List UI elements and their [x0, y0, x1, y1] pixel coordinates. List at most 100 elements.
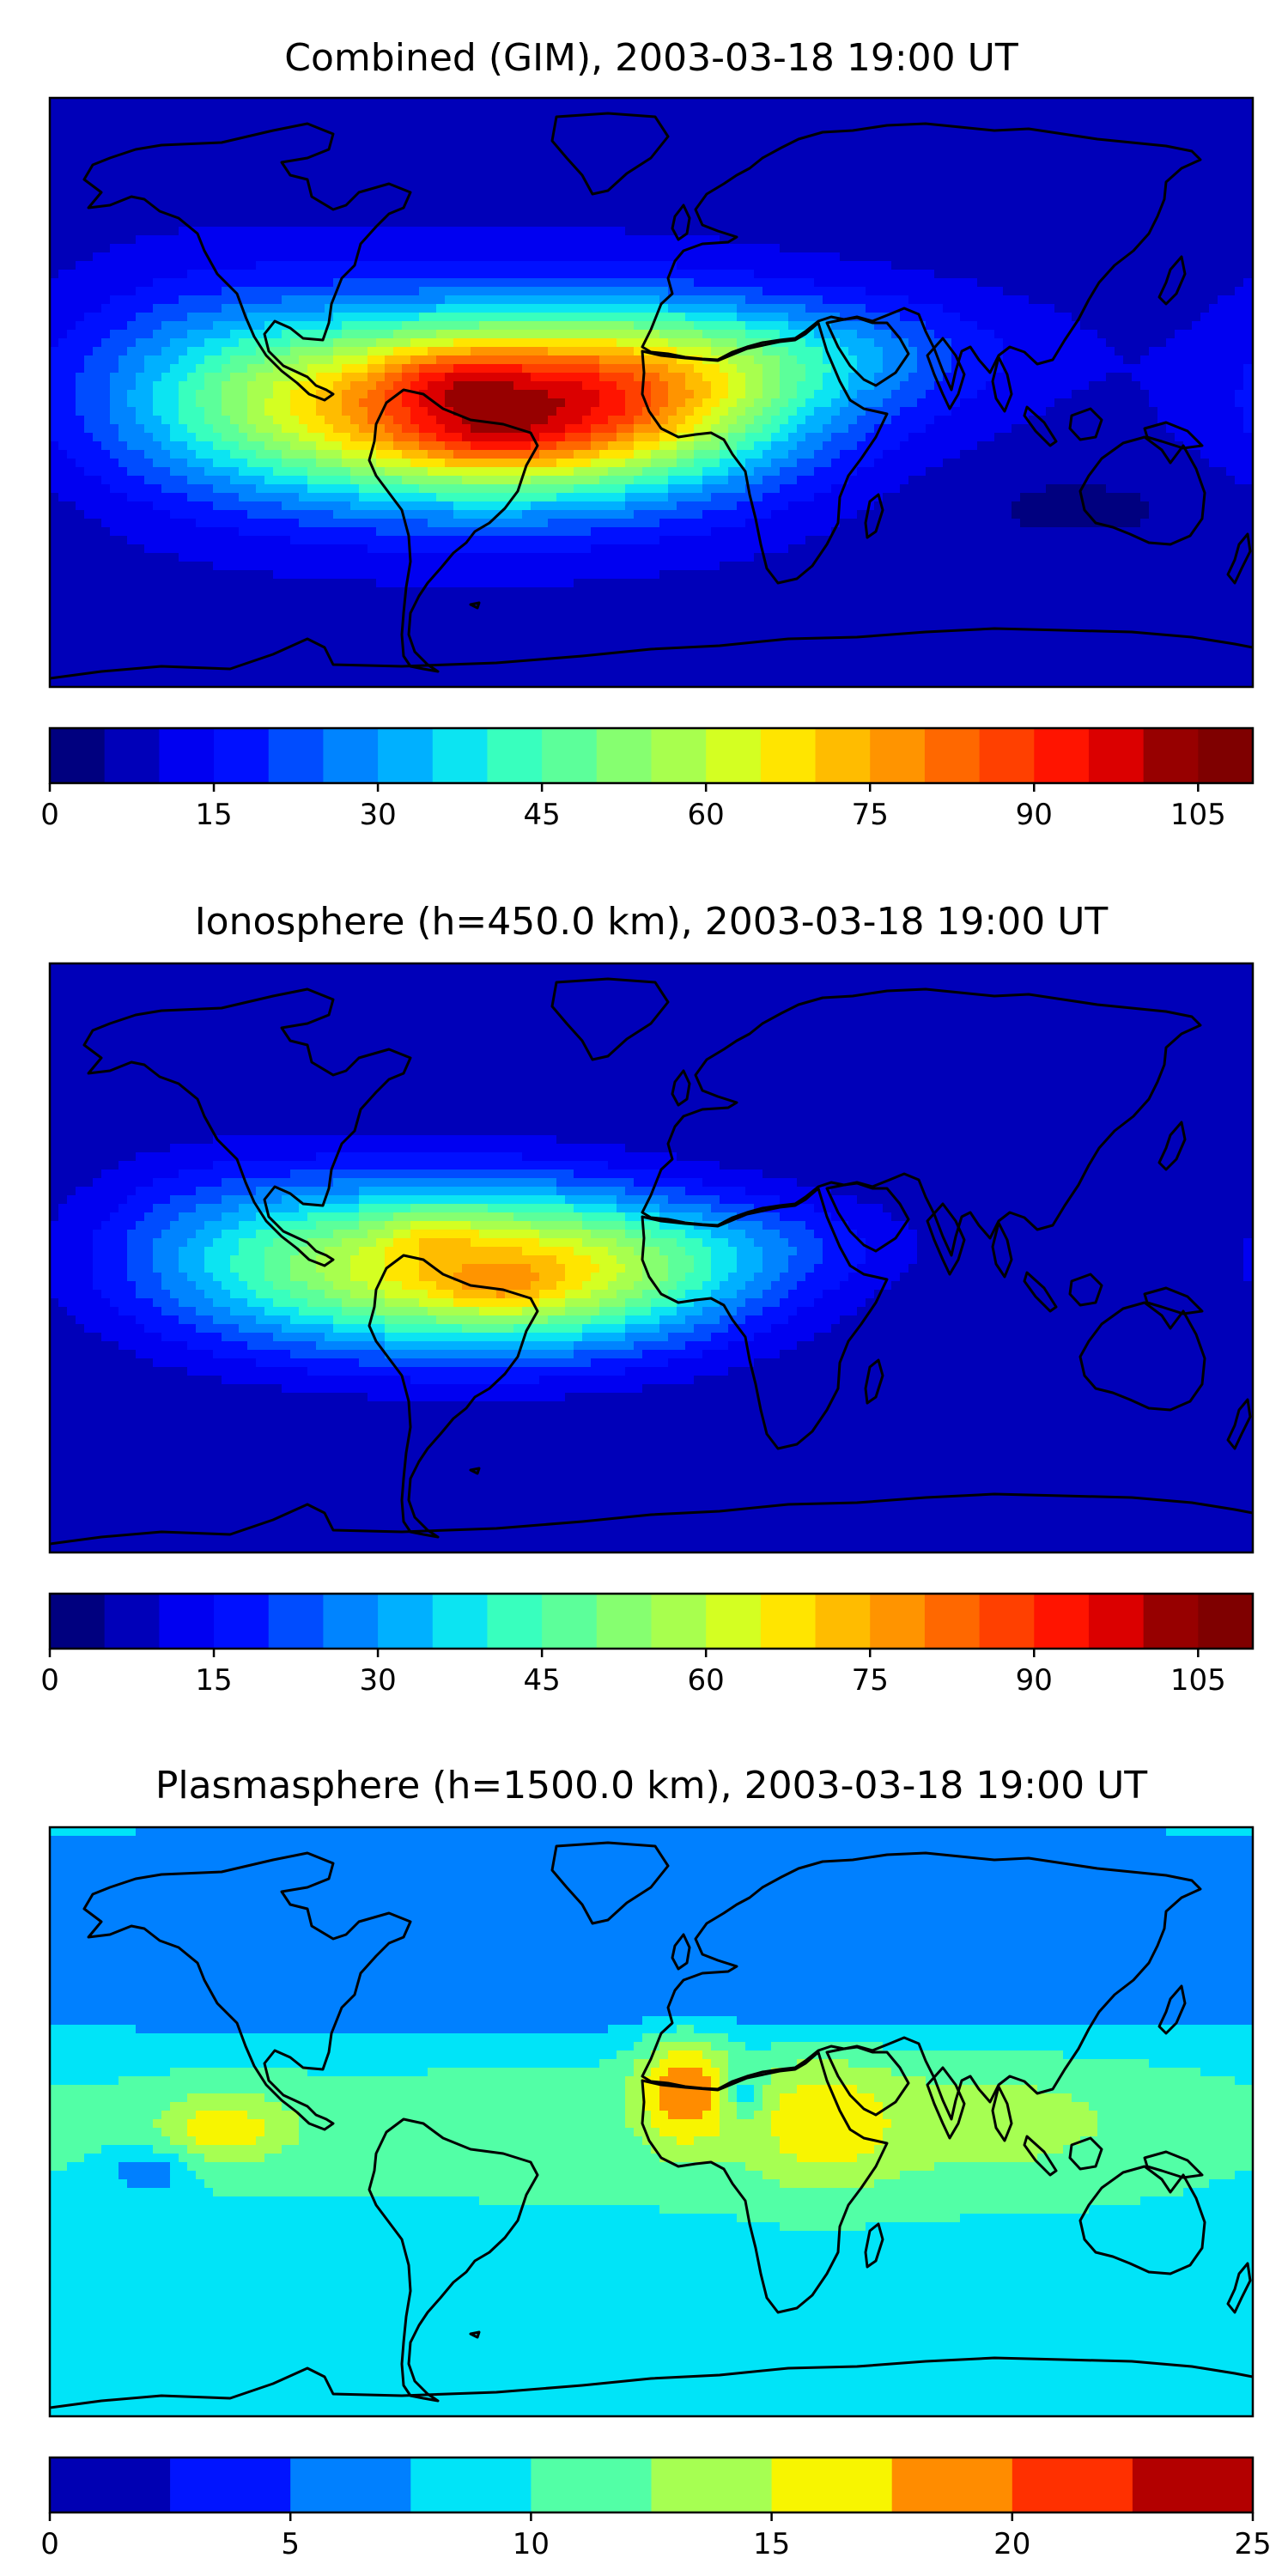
field-cell	[677, 175, 686, 185]
field-cell	[402, 192, 411, 202]
field-cell	[866, 227, 875, 236]
field-cell	[1218, 167, 1227, 176]
field-cell	[479, 304, 489, 313]
field-cell	[170, 149, 179, 159]
field-cell	[522, 158, 532, 167]
field-cell	[1209, 295, 1218, 305]
field-cell	[702, 330, 712, 339]
field-cell	[1063, 106, 1072, 116]
field-cell	[179, 98, 188, 107]
field-cell	[745, 106, 755, 116]
field-cell	[316, 227, 325, 236]
field-cell	[531, 355, 540, 365]
field-cell	[93, 278, 102, 288]
field-cell	[170, 184, 179, 193]
field-cell	[385, 330, 394, 339]
field-cell	[848, 227, 858, 236]
field-cell	[222, 321, 231, 331]
field-cell	[917, 330, 927, 339]
field-cell	[496, 98, 506, 107]
field-cell	[651, 355, 660, 365]
field-cell	[574, 381, 583, 391]
field-cell	[376, 235, 386, 245]
field-cell	[136, 98, 145, 107]
field-cell	[539, 330, 549, 339]
field-cell	[393, 149, 403, 159]
field-cell	[110, 132, 119, 142]
field-cell	[342, 132, 351, 142]
field-cell	[445, 364, 454, 374]
field-cell	[1226, 287, 1236, 296]
field-cell	[531, 115, 540, 125]
field-cell	[204, 227, 214, 236]
field-cell	[788, 235, 798, 245]
field-cell	[230, 227, 240, 236]
field-cell	[50, 192, 59, 202]
field-cell	[76, 184, 85, 193]
field-cell	[1226, 390, 1236, 399]
field-cell	[977, 158, 987, 167]
field-cell	[737, 132, 746, 142]
field-cell	[436, 141, 446, 150]
field-cell	[694, 218, 703, 228]
field-cell	[720, 158, 729, 167]
field-cell	[694, 175, 703, 185]
field-cell	[67, 381, 76, 391]
field-cell	[1020, 98, 1030, 107]
field-cell	[101, 381, 111, 391]
field-cell	[1192, 381, 1201, 391]
field-cell	[316, 141, 325, 150]
field-cell	[565, 278, 574, 288]
field-cell	[290, 330, 300, 339]
field-cell	[642, 364, 652, 374]
field-cell	[282, 201, 291, 210]
field-cell	[127, 132, 137, 142]
field-cell	[76, 278, 85, 288]
field-cell	[608, 270, 617, 279]
field-cell	[76, 115, 85, 125]
field-cell	[342, 210, 351, 219]
field-cell	[213, 218, 222, 228]
field-cell	[1037, 278, 1047, 288]
field-cell	[50, 390, 59, 399]
field-cell	[316, 364, 325, 374]
field-cell	[505, 124, 514, 133]
field-cell	[239, 261, 248, 270]
field-cell	[831, 304, 841, 313]
field-cell	[900, 98, 909, 107]
field-cell	[1243, 347, 1253, 356]
field-cell	[67, 287, 76, 296]
field-cell	[926, 364, 935, 374]
field-cell	[1243, 115, 1253, 125]
field-cell	[350, 98, 360, 107]
field-cell	[805, 184, 815, 193]
field-cell	[608, 321, 617, 331]
field-cell	[1123, 175, 1133, 185]
field-cell	[385, 347, 394, 356]
field-cell	[179, 184, 188, 193]
field-cell	[608, 106, 617, 116]
field-cell	[333, 201, 343, 210]
field-cell	[76, 132, 85, 142]
field-cell	[522, 381, 532, 391]
field-cell	[1020, 132, 1030, 142]
field-cell	[960, 106, 969, 116]
field-cell	[1097, 270, 1107, 279]
field-cell	[977, 321, 987, 331]
field-cell	[333, 338, 343, 348]
field-cell	[1243, 330, 1253, 339]
field-cell	[625, 287, 635, 296]
field-cell	[1200, 210, 1210, 219]
field-cell	[1132, 149, 1141, 159]
field-cell	[58, 210, 68, 219]
field-cell	[479, 355, 489, 365]
field-cell	[50, 364, 59, 374]
field-cell	[1072, 235, 1081, 245]
field-cell	[625, 313, 635, 322]
field-cell	[934, 278, 944, 288]
field-cell	[522, 98, 532, 107]
field-cell	[591, 98, 600, 107]
field-cell	[239, 355, 248, 365]
field-cell	[986, 106, 995, 116]
field-cell	[599, 106, 609, 116]
